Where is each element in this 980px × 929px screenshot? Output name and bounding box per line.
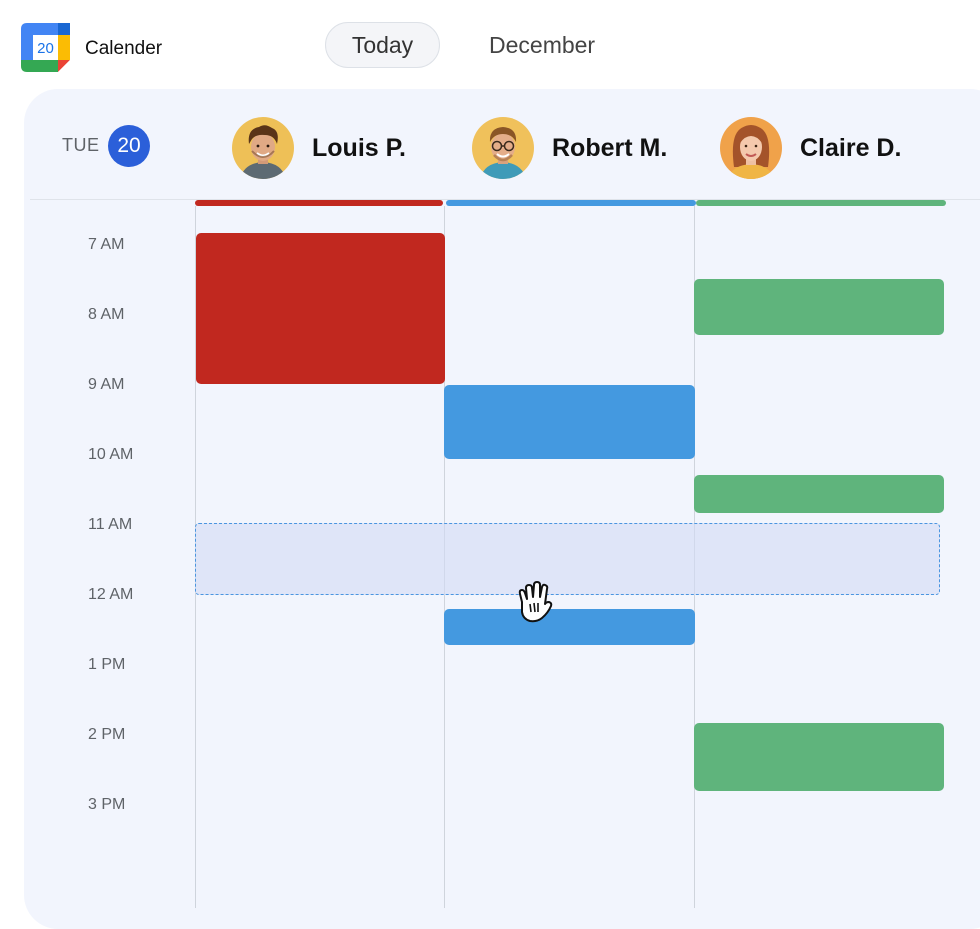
column-color-bar-robert (446, 200, 696, 206)
event-block-claire[interactable] (694, 723, 944, 791)
person-header-robert[interactable]: Robert M. (472, 116, 667, 180)
app-title: Calender (85, 38, 163, 59)
avatar[interactable] (232, 117, 294, 179)
calendar-logo-day: 20 (37, 40, 54, 57)
hour-label: 3 PM (88, 796, 126, 813)
event-block-claire[interactable] (694, 279, 944, 335)
header-divider (30, 199, 980, 200)
hour-label: 12 AM (88, 586, 134, 603)
event-block-claire[interactable] (694, 475, 944, 513)
avatar[interactable] (720, 117, 782, 179)
calendar-app-icon[interactable]: 20 (21, 23, 70, 72)
hour-label: 1 PM (88, 656, 126, 673)
event-block-robert[interactable] (444, 609, 695, 645)
person-header-louis[interactable]: Louis P. (232, 116, 406, 180)
event-block-robert[interactable] (444, 385, 695, 459)
hour-label: 10 AM (88, 446, 134, 463)
column-color-bar-claire (696, 200, 946, 206)
hour-label: 9 AM (88, 376, 125, 393)
person-name: Louis P. (312, 133, 407, 162)
column-color-bar-louis (195, 200, 443, 206)
date-badge[interactable]: 20 (108, 125, 150, 167)
event-block-louis[interactable] (196, 233, 445, 384)
person-name: Claire D. (800, 133, 902, 162)
hour-label: 8 AM (88, 306, 125, 323)
avatar[interactable] (472, 117, 534, 179)
person-name: Robert M. (552, 133, 668, 162)
hour-label: 11 AM (88, 516, 133, 533)
time-selection[interactable] (195, 523, 940, 595)
month-label[interactable]: December (489, 32, 596, 58)
hour-label: 2 PM (88, 726, 126, 743)
hand-grab-icon (508, 576, 558, 626)
today-button[interactable]: Today (325, 22, 440, 68)
person-header-claire[interactable]: Claire D. (720, 116, 901, 180)
weekday-label: TUE (62, 135, 100, 155)
hour-label: 7 AM (88, 236, 125, 253)
